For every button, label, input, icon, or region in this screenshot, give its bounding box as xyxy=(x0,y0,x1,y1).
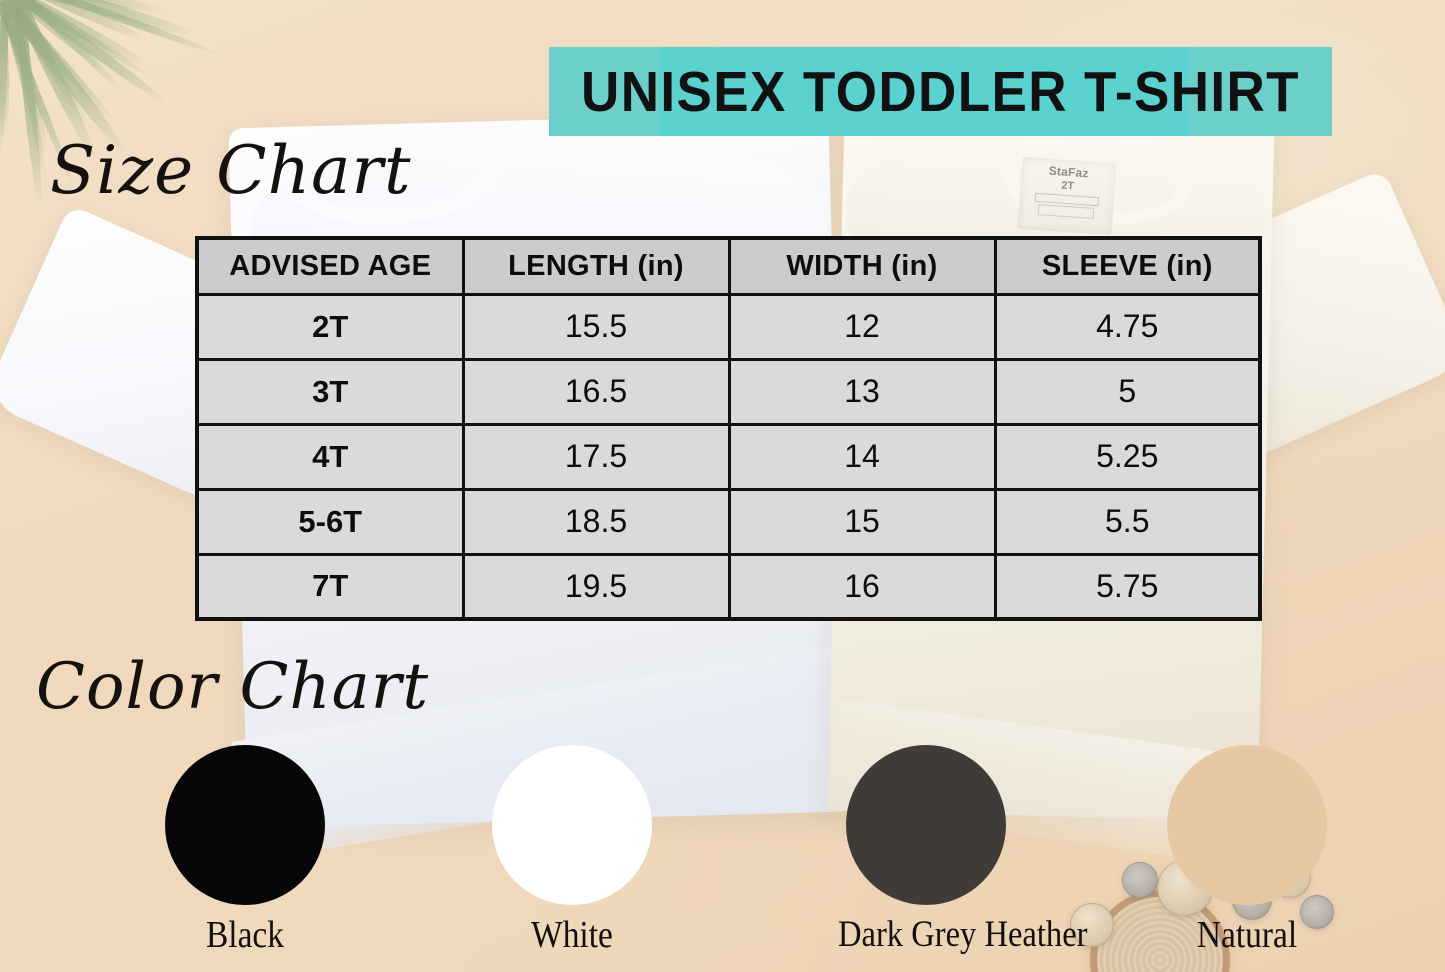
color-swatch-natural: Natural xyxy=(1147,745,1347,957)
cell-length: 19.5 xyxy=(461,552,731,621)
cell-sleeve: 5.75 xyxy=(993,552,1262,621)
cell-length: 18.5 xyxy=(461,487,731,556)
size-chart-heading: Size Chart xyxy=(50,132,412,209)
table-header-row: ADVISED AGE LENGTH (in) WIDTH (in) SLEEV… xyxy=(195,236,1262,296)
cell-width: 13 xyxy=(727,357,997,426)
cell-length: 15.5 xyxy=(461,292,731,361)
cell-length: 16.5 xyxy=(461,357,731,426)
table-row: 5-6T 18.5 15 5.5 xyxy=(195,487,1262,556)
swatch-label: Dark Grey Heather xyxy=(838,914,1088,955)
table-row: 2T 15.5 12 4.75 xyxy=(195,292,1262,361)
cell-sleeve: 5.25 xyxy=(993,422,1262,491)
title-banner: UNISEX TODDLER T-SHIRT xyxy=(549,47,1332,136)
column-header-sleeve: SLEEVE (in) xyxy=(993,236,1262,296)
cell-age: 2T xyxy=(195,292,465,361)
column-header-width: WIDTH (in) xyxy=(727,236,997,296)
cell-age: 7T xyxy=(195,552,465,621)
cell-width: 16 xyxy=(727,552,997,621)
cell-sleeve: 5.5 xyxy=(993,487,1262,556)
swatch-label: White xyxy=(531,914,613,956)
page-title: UNISEX TODDLER T-SHIRT xyxy=(581,59,1300,124)
column-header-advised-age: ADVISED AGE xyxy=(195,236,465,296)
swatch-dot-dark-grey-heather xyxy=(846,745,1006,905)
swatch-dot-black xyxy=(165,745,325,905)
grey-button-prop xyxy=(1122,862,1158,898)
cell-width: 12 xyxy=(727,292,997,361)
cell-age: 4T xyxy=(195,422,465,491)
cell-length: 17.5 xyxy=(461,422,731,491)
table-row: 4T 17.5 14 5.25 xyxy=(195,422,1262,491)
cell-age: 3T xyxy=(195,357,465,426)
cell-width: 15 xyxy=(727,487,997,556)
swatch-dot-natural xyxy=(1167,745,1327,905)
swatch-dot-white xyxy=(492,745,652,905)
size-table: ADVISED AGE LENGTH (in) WIDTH (in) SLEEV… xyxy=(195,236,1262,621)
color-swatch-list: Black White Dark Grey Heather Natural xyxy=(0,745,1445,972)
grey-button-prop xyxy=(1300,895,1334,929)
color-swatch-dark-grey-heather: Dark Grey Heather xyxy=(826,745,1088,956)
swatch-label: Natural xyxy=(1196,914,1298,956)
column-header-length: LENGTH (in) xyxy=(461,236,731,296)
wooden-button-prop xyxy=(1070,903,1114,947)
banner-highlight xyxy=(659,47,1189,136)
table-row: 7T 19.5 16 5.75 xyxy=(195,552,1262,621)
color-swatch-black: Black xyxy=(145,745,345,957)
color-chart-heading: Color Chart xyxy=(36,650,430,724)
cell-sleeve: 4.75 xyxy=(993,292,1262,361)
cell-age: 5-6T xyxy=(195,487,465,556)
table-row: 3T 16.5 13 5 xyxy=(195,357,1262,426)
cell-width: 14 xyxy=(727,422,997,491)
swatch-label: Black xyxy=(205,914,284,956)
color-swatch-white: White xyxy=(472,745,672,957)
cell-sleeve: 5 xyxy=(993,357,1262,426)
